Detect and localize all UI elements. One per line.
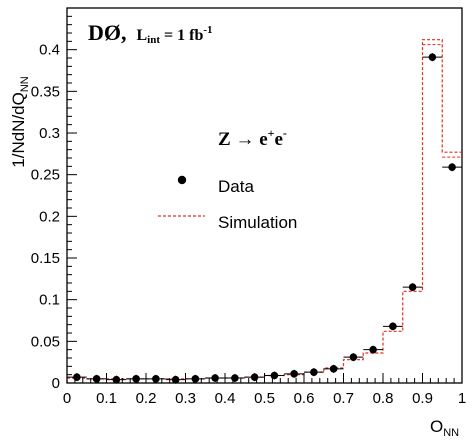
experiment-label: DØ, Lint = 1 fb-1 [88,20,213,46]
x-tick-label: 0.4 [215,390,236,407]
data-point [290,370,298,378]
luminosity-sup: -1 [203,24,212,36]
x-axis-title-main: O [430,417,443,436]
simulation-step-line [66,39,462,383]
y-tick-label: 0 [52,375,60,392]
y-tick-label: 0.25 [31,167,60,184]
data-point [329,365,338,373]
y-axis: 0 0.05 0.1 0.15 0.2 0.25 0.3 0.35 0.4 [31,15,77,392]
data-point [349,353,358,361]
data-point [171,375,180,384]
data-point [152,375,160,383]
x-tick-label: 0.9 [412,390,433,407]
data-point [389,322,397,331]
data-point [73,373,81,381]
data-point [448,163,456,171]
x-tick-label: 0 [63,390,71,407]
x-axis-title: ONN [430,417,459,439]
x-tick-label: 0.6 [294,390,315,407]
process-label: Z → e+e- [218,126,287,150]
data-point [310,368,318,376]
x-tick-label: 0.2 [136,390,157,407]
data-point [231,374,239,382]
data-point [132,375,140,383]
y-tick-label: 0.2 [39,208,60,225]
x-axis-title-sub: NN [443,427,459,439]
process-sup-plus: + [268,126,275,140]
y-tick-label: 0.05 [31,333,60,350]
x-tick-label: 0.1 [96,390,117,407]
luminosity-sub: int [147,34,160,46]
data-point [428,53,437,61]
data-point [408,283,417,291]
process-boson: Z [218,129,231,150]
x-tick-label: 1 [458,390,466,407]
x-tick-label: 0.7 [333,390,354,407]
data-point [112,375,121,384]
y-axis-title: 1/NdN/dQNN [9,76,31,168]
data-point [369,345,377,354]
legend-simulation-label: Simulation [218,213,297,232]
process-electron: e [274,129,282,150]
experiment-name: DØ, [88,20,127,45]
process-sup-minus: - [283,126,287,140]
data-point [211,374,219,382]
y-tick-label: 0.1 [39,292,60,309]
simulation-series [66,39,462,383]
x-tick-label: 0.5 [254,390,275,407]
y-tick-label: 0.3 [39,125,60,142]
data-point [270,371,279,380]
y-tick-label: 0.15 [31,250,60,267]
x-axis: 0 0.1 0.2 0.3 0.4 0.5 0.6 0.7 0.8 0.9 1 [63,373,466,407]
data-point [92,375,101,383]
data-point [250,373,259,381]
x-tick-label: 0.8 [373,390,394,407]
y-tick-label: 0.35 [31,83,60,100]
luminosity-eq: = 1 fb [160,27,203,44]
y-axis-title-main: 1/NdN/dQ [9,92,28,168]
legend: Data Simulation [158,175,297,232]
x-tick-label: 0.3 [175,390,196,407]
legend-data-marker [177,175,187,185]
legend-data-label: Data [218,177,254,196]
luminosity-L: L [137,27,148,44]
y-tick-label: 0.4 [39,42,60,59]
y-axis-title-sub: NN [19,76,31,92]
data-point [191,375,200,383]
process-arrow: → e [231,129,268,150]
